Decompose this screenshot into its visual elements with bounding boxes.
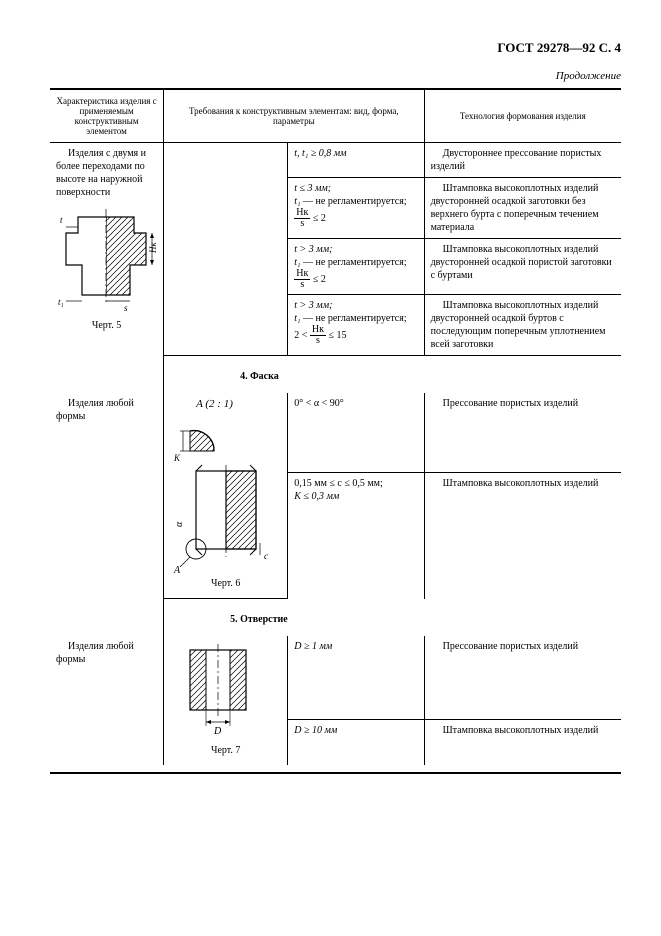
row7-r2-tech: Штамповка высокоплотных изде­лий [424,720,621,765]
row7-r1-params: D ≥ 1 мм [288,636,424,720]
svg-text:A: A [173,565,181,573]
row5-r1-tech: Двустороннее прессование порис­тых издел… [424,143,621,178]
row7-drawing-cell: D Черт. 7 [164,636,288,765]
row5-r2-params: t ≤ 3 мм; t₁ t₁ — не регламенти­руется;—… [288,178,424,239]
row5-r4-params: t > 3 мм; t₁ — не регламенти­руется; 2 <… [288,295,424,356]
table-bottom-rule [50,771,621,774]
row5-r1-params: t, t₁ ≥ 0,8 мм [288,143,424,178]
main-table: Характеристика изделия с применяе­мым ко… [50,88,621,765]
svg-text:α: α [174,521,185,527]
drawing-7-caption: Черт. 7 [170,744,281,757]
row6-r1-params: 0° < α < 90° [288,393,424,472]
row5-r4-tech: Штамповка высокоплотных изде­лий двустор… [424,295,621,356]
drawing-6-caption: Черт. 6 [170,577,281,590]
drawing-7: D [170,640,270,740]
continuation-label: Продолжение [50,70,621,82]
svg-text:c: c [264,551,268,561]
col-header-b: Требования к конструктивным элементам: в… [164,89,425,143]
row6-r2-tech: Штамповка высокоплотных изде­лий [424,472,621,599]
row5-r3-tech: Штамповка высокоплотных изде­лий двустор… [424,239,621,295]
row6-desc-cell: Изделия любой формы [50,393,164,599]
row5-drawing-spacer [164,143,288,356]
section-5-title: 5. Отверстие [170,603,615,632]
row7-r2-params: D ≥ 10 мм [288,720,424,765]
section-4-title: 4. Фаска [170,360,615,389]
row5-desc-cell: Изделия с двумя и более перехода­ми по в… [50,143,164,356]
label-t1: t₁ [58,297,64,307]
col-header-c: Технология формования изделия [424,89,621,143]
row6-drawing-cell: A (2 : 1) [164,393,288,599]
row7-desc-cell: Изделия любой формы [50,636,164,765]
row6-detail-label: A (2 : 1) [170,397,281,413]
label-s: s [124,303,128,313]
row6-desc: Изделия любой формы [56,397,157,423]
row5-r3-params: t > 3 мм; t₁ — не регламенти­руется; Hкs… [288,239,424,295]
label-hk: Hк [148,242,156,254]
svg-text:K: K [173,453,181,463]
row6-r2-params: 0,15 мм ≤ c ≤ 0,5 мм; K ≤ 0,3 мм [288,472,424,599]
drawing-5: Hк t₁ t s [56,205,156,315]
row5-r2-tech: Штамповка высокоплотных изде­лий двустор… [424,178,621,239]
page-header: ГОСТ 29278—92 С. 4 [50,40,621,56]
row5-desc: Изделия с двумя и более перехода­ми по в… [56,147,157,199]
row7-r1-tech: Прессование пористых изделий [424,636,621,720]
label-t: t [60,215,63,225]
drawing-6: K A [170,413,280,573]
col-header-a: Характеристика изделия с применяе­мым ко… [50,89,164,143]
row7-desc: Изделия любой формы [56,640,157,666]
row6-r1-tech: Прессование пористых изделий [424,393,621,472]
drawing-5-caption: Черт. 5 [56,319,157,332]
svg-text:D: D [213,726,222,737]
